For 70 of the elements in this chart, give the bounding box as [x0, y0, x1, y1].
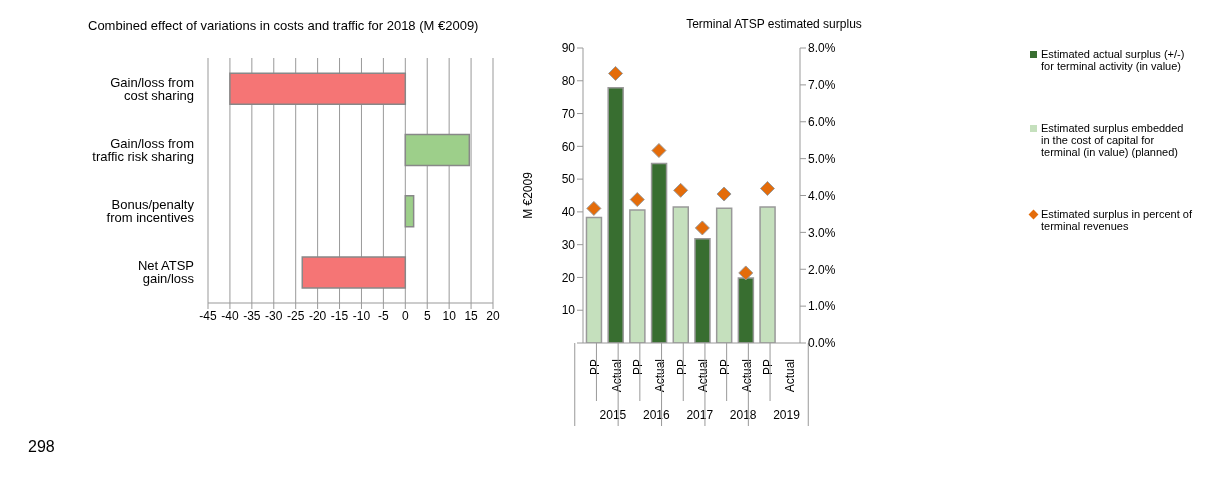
point [608, 65, 624, 81]
x-tick-label: 15 [464, 308, 479, 323]
point [759, 180, 775, 196]
point [738, 265, 754, 281]
y-tick-label: Bonus/penalty from incentives [106, 197, 195, 226]
chart-title: Combined effect of variations in costs and traffic for 2018 (M €2009) [88, 18, 479, 33]
x-tick-label: PP [631, 359, 646, 376]
y-tick-label: 80 [561, 74, 576, 89]
x-tick-label: -25 [287, 308, 305, 323]
y-tick-label: Gain/loss from cost sharing [110, 74, 194, 103]
x-tick-label: -20 [308, 308, 327, 323]
x-tick-label: Actual [696, 359, 711, 393]
x-tick-label: -5 [378, 308, 390, 323]
legend-label: Estimated surplus in percent of terminal revenues [1041, 208, 1194, 232]
x-tick-label: -35 [243, 308, 261, 323]
y-tick-label: 40 [561, 205, 576, 220]
text: 2016 [643, 408, 671, 422]
point [716, 186, 732, 202]
text: 2015 [599, 408, 627, 422]
x-tick-label: -10 [352, 308, 371, 323]
y2-tick-label: 7.0% [808, 78, 836, 93]
bar [229, 72, 407, 106]
bar [301, 256, 407, 289]
x-tick-label: -45 [199, 308, 217, 323]
bar [404, 195, 415, 228]
y2-tick-label: 3.0% [808, 225, 836, 240]
y2-tick-label: 8.0% [808, 41, 836, 56]
bar [404, 133, 471, 167]
x-tick-label: -15 [330, 308, 349, 323]
y-tick-label: 20 [561, 270, 576, 285]
x-tick-label: 0 [401, 308, 409, 323]
x-tick-label: Actual [739, 359, 754, 393]
y-tick-label: 60 [561, 139, 576, 154]
x-tick-label: Actual [783, 359, 798, 393]
legend-label: Estimated actual surplus (+/-) for terminal activity (in value) [1041, 48, 1186, 72]
y2-tick-label: 0.0% [808, 336, 836, 351]
y2-tick-label: 6.0% [808, 115, 836, 130]
text: 2019 [773, 408, 801, 422]
point [694, 220, 710, 236]
y-tick-label: 70 [561, 106, 576, 121]
text: 298 [28, 438, 55, 456]
y-tick-label: 30 [561, 237, 576, 252]
text: 2018 [729, 408, 757, 422]
x-tick-label: Actual [609, 359, 624, 393]
chart-title: Terminal ATSP estimated surplus [686, 17, 862, 31]
x-tick-label: 5 [423, 308, 431, 323]
point [586, 200, 602, 216]
x-tick-label: -40 [221, 308, 239, 323]
y-tick-label: 90 [561, 41, 576, 56]
y2-tick-label: 5.0% [808, 151, 836, 166]
x-tick-label: 20 [486, 308, 500, 323]
point [673, 182, 689, 198]
x-tick-label: PP [587, 359, 602, 376]
y-tick-label: 50 [561, 172, 576, 187]
x-tick-label: 10 [442, 308, 457, 323]
point [629, 192, 645, 208]
y2-tick-label: 4.0% [808, 188, 836, 203]
x-tick-label: -30 [265, 308, 283, 323]
legend-label: Estimated surplus embedded in the cost of capital for terminal (in value) (planned) [1041, 122, 1185, 158]
y-axis-title: M €2009 [521, 171, 536, 219]
y-tick-label: Net ATSP gain/loss [137, 258, 195, 287]
x-tick-label: PP [718, 359, 733, 376]
y2-tick-label: 2.0% [808, 262, 836, 277]
x-tick-label: PP [761, 359, 776, 376]
point [651, 143, 667, 159]
text: 2017 [686, 408, 714, 422]
x-tick-label: PP [674, 359, 689, 376]
y-tick-label: Gain/loss from traffic risk sharing [92, 135, 194, 164]
x-tick-label: Actual [652, 359, 667, 393]
y2-tick-label: 1.0% [808, 299, 836, 314]
